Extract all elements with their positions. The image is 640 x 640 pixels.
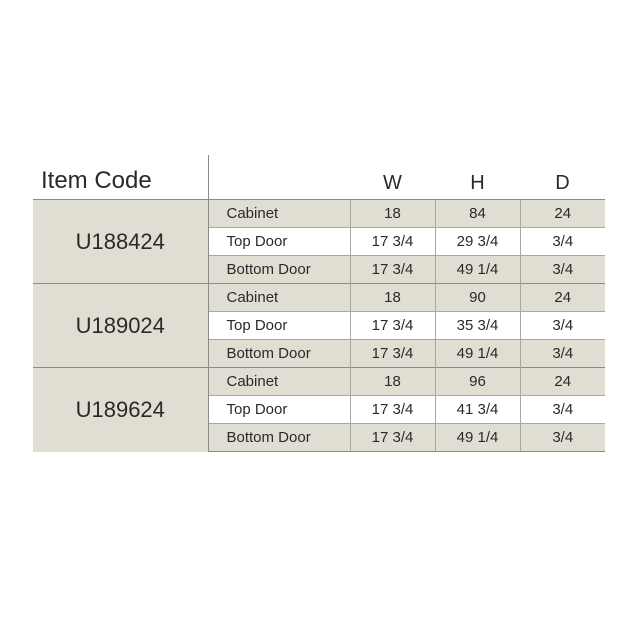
dim-w: 18 — [349, 367, 435, 396]
item-code: U189024 — [33, 283, 208, 368]
dim-h: 49 1/4 — [434, 423, 520, 452]
dim-d: 3/4 — [519, 395, 605, 424]
part-name: Cabinet — [207, 283, 350, 312]
dim-d: 3/4 — [519, 423, 605, 452]
table-row: Bottom Door 17 3/4 49 1/4 3/4 — [33, 255, 605, 284]
dim-d: 24 — [519, 199, 605, 228]
dim-w: 17 3/4 — [349, 395, 435, 424]
dim-h: 41 3/4 — [434, 395, 520, 424]
header-height: H — [470, 172, 485, 194]
dim-d: 3/4 — [519, 311, 605, 340]
part-name: Cabinet — [207, 367, 350, 396]
dim-d: 24 — [519, 283, 605, 312]
table-row: Top Door 17 3/4 35 3/4 3/4 — [33, 311, 605, 340]
dim-d: 3/4 — [519, 255, 605, 284]
part-name: Top Door — [207, 227, 350, 256]
dim-h: 49 1/4 — [434, 339, 520, 368]
dim-d: 3/4 — [519, 339, 605, 368]
part-name: Bottom Door — [207, 255, 350, 284]
part-name: Bottom Door — [207, 423, 350, 452]
dimensions-table: Item Code W H D U188424 Cabinet 18 84 24 Top … — [33, 155, 605, 452]
part-name: Cabinet — [207, 199, 350, 228]
dim-w: 18 — [349, 283, 435, 312]
dim-h: 29 3/4 — [434, 227, 520, 256]
dim-w: 17 3/4 — [349, 255, 435, 284]
dim-w: 17 3/4 — [349, 227, 435, 256]
part-name: Bottom Door — [207, 339, 350, 368]
header-part — [207, 155, 350, 200]
part-name: Top Door — [207, 311, 350, 340]
item-code: U189624 — [33, 367, 208, 452]
table-row: Top Door 17 3/4 29 3/4 3/4 — [33, 227, 605, 256]
dim-h: 84 — [434, 199, 520, 228]
dim-w: 17 3/4 — [349, 423, 435, 452]
header-depth: D — [555, 172, 570, 194]
dim-w: 17 3/4 — [349, 311, 435, 340]
dim-w: 18 — [349, 199, 435, 228]
table-row: U189624 Cabinet 18 96 24 — [33, 367, 605, 452]
table-row: U188424 Cabinet 18 84 24 — [33, 199, 605, 284]
dim-h: 96 — [434, 367, 520, 396]
dim-h: 35 3/4 — [434, 311, 520, 340]
part-name: Top Door — [207, 395, 350, 424]
dim-d: 24 — [519, 367, 605, 396]
dim-h: 90 — [434, 283, 520, 312]
item-code: U188424 — [33, 199, 208, 284]
header-item-code: Item Code — [41, 167, 152, 194]
header-width: W — [383, 172, 402, 194]
dim-d: 3/4 — [519, 227, 605, 256]
table-row: Bottom Door 17 3/4 49 1/4 3/4 — [33, 339, 605, 368]
dim-h: 49 1/4 — [434, 255, 520, 284]
table-row: Bottom Door 17 3/4 49 1/4 3/4 — [33, 423, 605, 452]
table-row: Top Door 17 3/4 41 3/4 3/4 — [33, 395, 605, 424]
header-row: Item Code W H D — [33, 155, 605, 200]
table-row: U189024 Cabinet 18 90 24 — [33, 283, 605, 368]
dim-w: 17 3/4 — [349, 339, 435, 368]
